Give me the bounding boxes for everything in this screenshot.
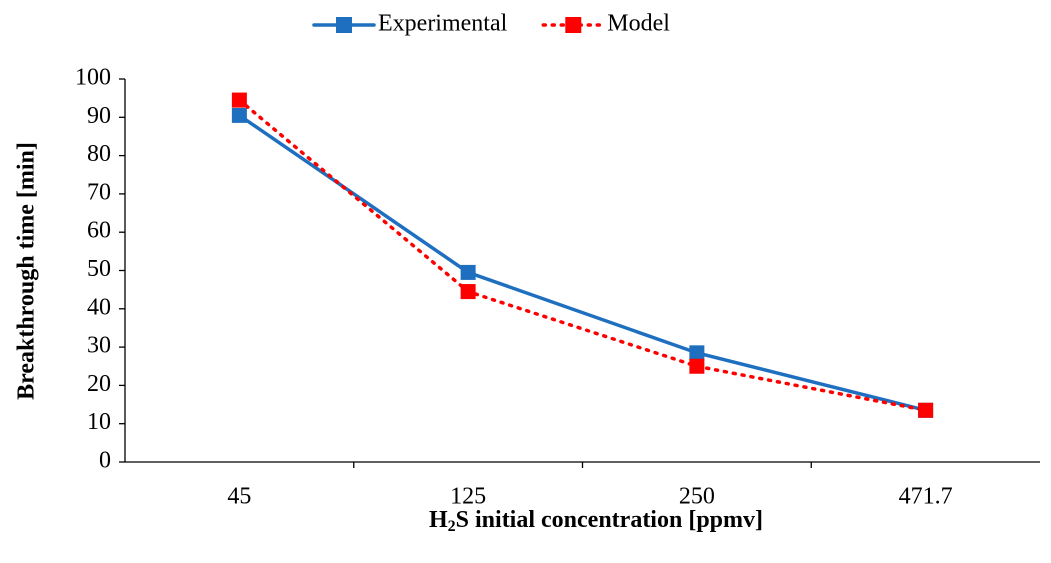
y-tick-label: 60 <box>87 218 111 244</box>
legend-label: Experimental <box>378 11 508 37</box>
x-tick-label: 471.7 <box>899 484 953 510</box>
data-point <box>689 345 705 361</box>
data-point <box>460 264 476 280</box>
data-point <box>689 358 705 374</box>
y-tick-label: 70 <box>87 179 111 205</box>
x-axis-label-part: H <box>429 507 448 533</box>
y-tick-label: 90 <box>87 103 111 129</box>
y-tick-label: 10 <box>87 409 111 435</box>
data-point <box>460 284 476 300</box>
data-point <box>918 402 934 418</box>
x-tick-label: 250 <box>679 484 715 510</box>
legend-marker <box>336 17 352 33</box>
legend-label: Model <box>607 11 670 37</box>
y-tick-label: 20 <box>87 371 111 397</box>
x-tick-label: 45 <box>227 484 251 510</box>
y-tick-label: 100 <box>75 65 111 91</box>
x-tick-label: 125 <box>450 484 486 510</box>
series-line <box>237 113 928 413</box>
y-tick-label: 40 <box>87 294 111 320</box>
x-axis-label: H2S initial concentration [ppmv] <box>429 507 763 535</box>
x-axis-label-subscript: 2 <box>448 518 456 535</box>
y-tick-label: 0 <box>99 448 111 474</box>
y-tick-label: 50 <box>87 256 111 282</box>
y-tick-label: 80 <box>87 141 111 167</box>
x-axis-label-part: S initial concentration [ppmv] <box>456 507 763 533</box>
y-tick-label: 30 <box>87 333 111 359</box>
y-axis-label: Breakthrough time [min] <box>14 142 40 400</box>
legend-marker <box>565 17 582 33</box>
series-line <box>237 98 928 413</box>
data-point <box>231 107 247 123</box>
data-point <box>231 92 247 108</box>
